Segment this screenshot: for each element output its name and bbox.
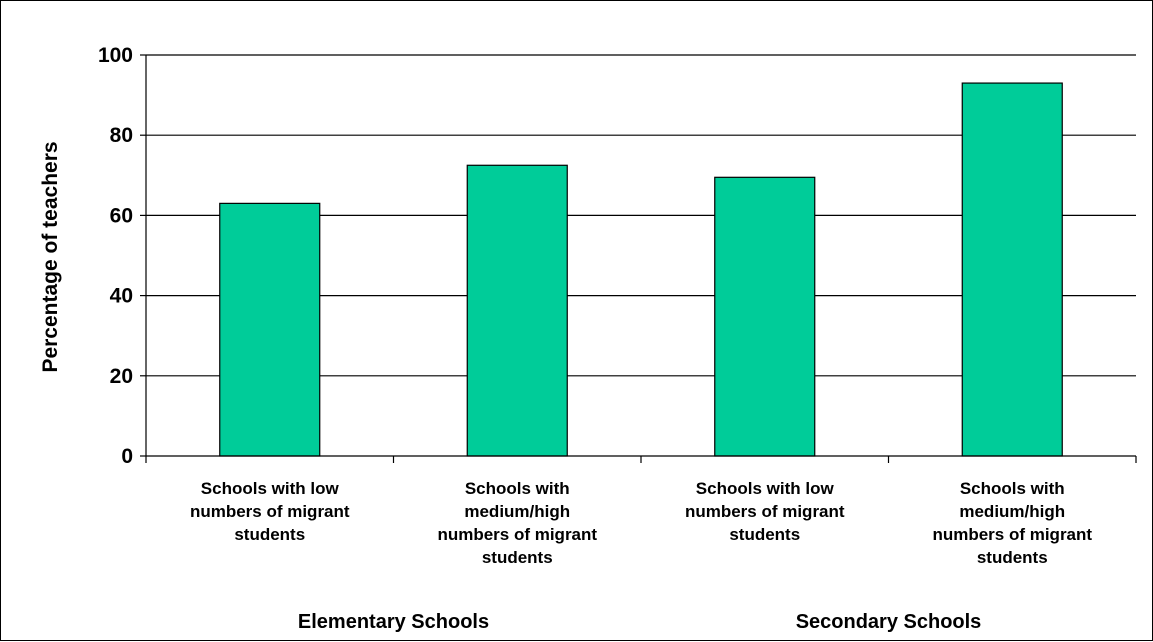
x-group-label: Elementary Schools <box>298 611 489 633</box>
bar <box>714 176 816 457</box>
x-category-label-line: students <box>977 548 1048 567</box>
y-tick-label: 40 <box>110 285 133 308</box>
x-category-label: Schools with medium/high numbers of migran… <box>437 479 597 567</box>
x-category-label-line: Schools with <box>465 479 570 498</box>
x-category-label-line: numbers of migrant <box>437 525 597 544</box>
y-tick-label: 60 <box>110 204 133 227</box>
bar <box>961 82 1063 457</box>
x-group-label: Secondary Schools <box>796 611 982 633</box>
x-category-label: Schools with low numbers of migrant studen… <box>190 479 350 544</box>
y-tick-labels: 0 20 40 60 80 100 <box>98 44 133 468</box>
x-category-label-line: numbers of migrant <box>685 502 845 521</box>
bars <box>219 82 1063 457</box>
y-tick-label: 80 <box>110 124 133 147</box>
x-category-label-line: medium/high <box>959 502 1065 521</box>
x-category-label: Schools with medium/high numbers of migran… <box>932 479 1092 567</box>
y-axis-label: Percentage of teachers <box>39 141 62 372</box>
x-category-labels: Schools with low numbers of migrant studen… <box>190 479 1092 567</box>
group-labels: Elementary Schools Secondary Schools <box>298 611 981 633</box>
y-tick-label: 0 <box>121 445 133 468</box>
axes <box>145 55 1136 457</box>
x-category-label-line: Schools with low <box>696 479 835 498</box>
x-category-label-line: Schools with low <box>201 479 340 498</box>
bar <box>466 164 568 457</box>
x-category-label-line: students <box>234 525 305 544</box>
x-category-label-line: Schools with <box>960 479 1065 498</box>
bar <box>219 202 321 457</box>
y-tick-label: 100 <box>98 44 133 67</box>
x-category-label-line: numbers of migrant <box>932 525 1092 544</box>
x-category-label: Schools with low numbers of migrant studen… <box>685 479 845 544</box>
x-category-label-line: students <box>729 525 800 544</box>
x-category-label-line: medium/high <box>464 502 570 521</box>
x-category-label-line: numbers of migrant <box>190 502 350 521</box>
x-category-label-line: students <box>482 548 553 567</box>
y-tick-label: 20 <box>110 365 133 388</box>
